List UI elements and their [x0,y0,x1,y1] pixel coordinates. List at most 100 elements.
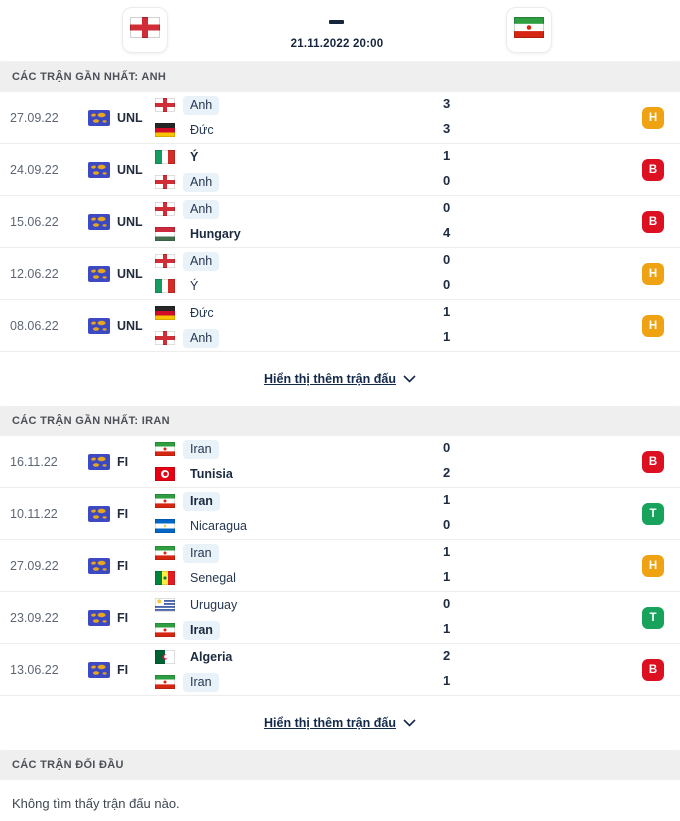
result-cell: B [638,210,668,233]
match-row[interactable]: 13.06.22 FI Algeria 2 Iran 1 B [0,644,680,696]
hungary-flag-icon [155,227,175,241]
result-badge: T [642,606,664,629]
chevron-down-icon [403,714,416,732]
teams: Iran 1 Senegal 1 [155,542,638,589]
show-more-label: Hiển thị thêm trận đấu [264,716,396,730]
teams: Iran 0 Tunisia 2 [155,438,638,485]
competition: FI [88,557,155,574]
match-row[interactable]: 27.09.22 FI Iran 1 Senegal 1 H [0,540,680,592]
competition: FI [88,453,155,470]
team-name: Algeria [190,649,233,664]
show-more-matches-link[interactable]: Hiển thị thêm trận đấu [0,696,680,750]
result-badge: B [642,158,664,181]
match-header: 21.11.2022 20:00 [0,0,680,62]
h2h-empty-message: Không tìm thấy trận đấu nào. [12,796,180,811]
result-badge: H [642,554,664,577]
team-name: Anh [183,328,220,348]
match-row[interactable]: 27.09.22 UNL Anh 3 Đức 3 H [0,92,680,144]
team-name: Đức [190,305,214,320]
team-score: 1 [443,304,451,319]
match-row[interactable]: 16.11.22 FI Iran 0 Tunisia 2 B [0,436,680,488]
match-date: 12.06.22 [10,266,59,281]
result-badge: T [642,502,664,525]
competition-label: FI [117,610,129,625]
competition-icon [88,505,110,522]
home-team-flag-card [122,7,168,53]
match-row[interactable]: 23.09.22 FI Uruguay 0 Iran 1 T [0,592,680,644]
match-date: 23.09.22 [10,610,59,625]
competition: FI [88,609,155,626]
match-date: 24.09.22 [10,162,59,177]
match-date: 08.06.22 [10,318,59,333]
competition: UNL [88,109,155,126]
team-score: 1 [443,673,451,688]
competition-label: FI [117,506,129,521]
team-name: Tunisia [190,466,233,481]
match-row[interactable]: 12.06.22 UNL Anh 0 Ý 0 H [0,248,680,300]
team-name: Nicaragua [190,518,247,533]
england-flag-icon [155,331,175,345]
result-cell: T [638,606,668,629]
team-line: Anh 0 [155,250,638,272]
team-line: Đức 1 [155,302,638,324]
match-date: 27.09.22 [10,558,59,573]
iran-flag-icon [155,675,175,689]
team-score: 2 [443,648,451,663]
team-name: Iran [183,543,219,563]
team-name: Đức [190,122,214,137]
result-cell: B [638,450,668,473]
team-line: Ý 1 [155,146,638,168]
match-row[interactable]: 10.11.22 FI Iran 1 Nicaragua 0 T [0,488,680,540]
team-score: 0 [443,517,451,532]
result-cell: B [638,658,668,681]
match-row[interactable]: 08.06.22 UNL Đức 1 Anh 1 H [0,300,680,352]
iran-flag-icon [155,494,175,508]
team-name: Ý [190,278,199,293]
team-line: Uruguay 0 [155,594,638,616]
competition-label: UNL [117,266,143,281]
competition-label: UNL [117,318,143,333]
team-score: 4 [443,225,451,240]
team-name: Anh [183,95,220,115]
england-flag-icon [155,175,175,189]
result-badge: B [642,658,664,681]
competition: UNL [88,265,155,282]
competition-icon [88,557,110,574]
england-flag-icon [129,16,161,43]
show-more-label: Hiển thị thêm trận đấu [264,372,396,386]
competition-label: UNL [117,162,143,177]
team-score: 3 [443,96,451,111]
teams: Anh 0 Hungary 4 [155,198,638,245]
competition: FI [88,661,155,678]
team-score: 0 [443,277,451,292]
team-name: Hungary [190,226,241,241]
team-line: Senegal 1 [155,567,638,589]
team-score: 0 [443,252,451,267]
teams: Uruguay 0 Iran 1 [155,594,638,641]
section-header: CÁC TRẬN GẦN NHẤT: ANH [0,62,680,92]
match-row[interactable]: 24.09.22 UNL Ý 1 Anh 0 B [0,144,680,196]
match-row[interactable]: 15.06.22 UNL Anh 0 Hungary 4 B [0,196,680,248]
teams: Ý 1 Anh 0 [155,146,638,193]
team-name: Iran [183,672,219,692]
team-name: Senegal [190,570,236,585]
competition-label: FI [117,662,129,677]
section-header-h2h: CÁC TRẬN ĐỐI ĐẦU [0,750,680,780]
result-cell: H [638,262,668,285]
competition-icon [88,453,110,470]
result-cell: B [638,158,668,181]
team-line: Iran 1 [155,490,638,512]
chevron-down-icon [403,370,416,388]
result-cell: T [638,502,668,525]
match-date: 16.11.22 [10,454,58,469]
result-badge: H [642,262,664,285]
team-name: Iran [183,439,219,459]
italy-flag-icon [155,150,175,164]
show-more-matches-link[interactable]: Hiển thị thêm trận đấu [0,352,680,406]
competition: UNL [88,161,155,178]
team-score: 1 [443,492,451,507]
team-name: Anh [183,199,220,219]
team-name: Iran [183,620,220,640]
team-score: 0 [443,596,451,611]
